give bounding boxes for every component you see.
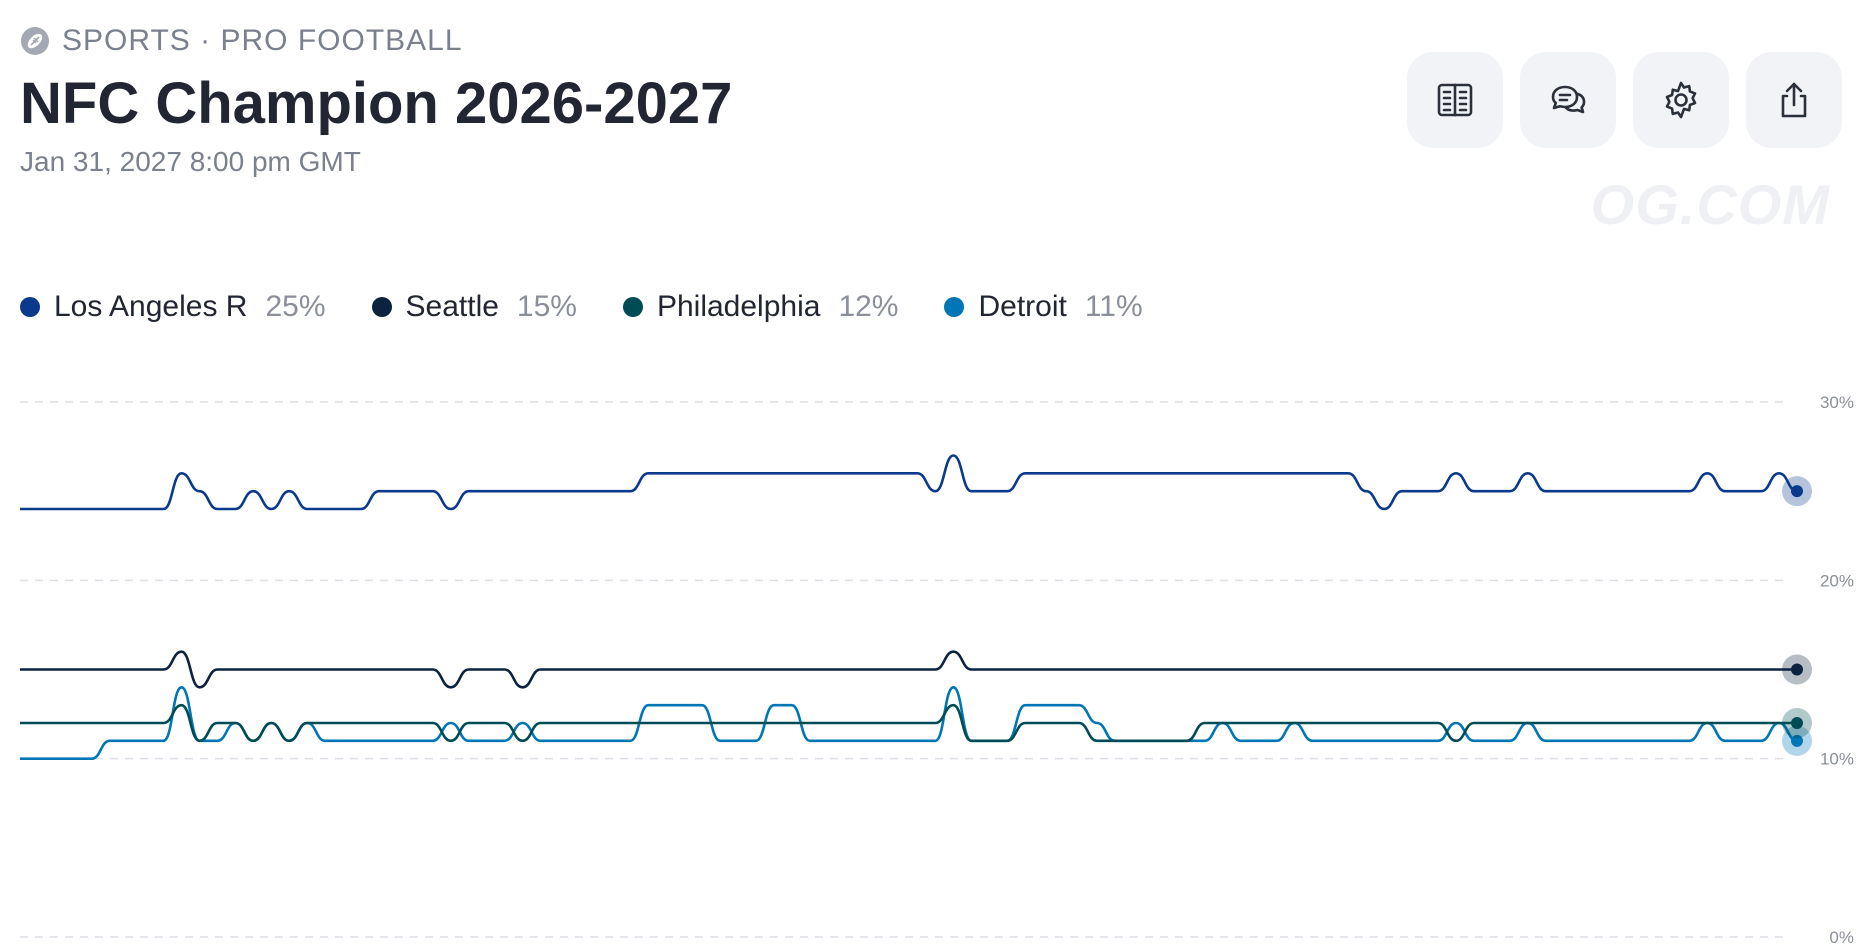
legend-item[interactable]: Philadelphia 12%: [622, 290, 899, 324]
legend-dot: [944, 297, 965, 317]
football-icon: [21, 27, 49, 55]
share-button[interactable]: [1746, 52, 1842, 148]
endpoint-dot: [1791, 717, 1803, 729]
legend-value: 11%: [1084, 290, 1143, 323]
gear-icon: [1665, 81, 1697, 119]
series-line[interactable]: [19, 454, 1798, 511]
legend-item[interactable]: Detroit 11%: [944, 290, 1143, 324]
page-title: NFC Champion 2026-2027: [20, 71, 733, 136]
event-date: Jan 31, 2027 8:00 pm GMT: [20, 146, 361, 177]
y-tick-label: 30%: [1820, 393, 1854, 412]
legend-item[interactable]: Seattle 15%: [371, 290, 577, 324]
brand-watermark: OG.COM: [1590, 173, 1830, 236]
rules-button[interactable]: [1407, 52, 1503, 148]
legend-name: Detroit: [978, 290, 1067, 323]
category-breadcrumb[interactable]: SPORTS · PRO FOOTBALL: [20, 24, 463, 58]
legend-name: Seattle: [405, 290, 499, 323]
y-tick-label: 10%: [1820, 750, 1854, 769]
y-tick-label: 20%: [1820, 571, 1854, 590]
legend-value: 15%: [516, 290, 577, 323]
comments-button[interactable]: [1520, 52, 1616, 148]
legend-name: Los Angeles R: [54, 290, 248, 323]
y-tick-label: 0%: [1829, 928, 1854, 947]
series-line[interactable]: [20, 686, 1798, 760]
legend-item[interactable]: Los Angeles R 25%: [20, 290, 326, 324]
legend-dot: [622, 297, 643, 317]
legend-dot: [20, 297, 40, 317]
endpoint-dot: [1791, 663, 1803, 676]
legend-value: 25%: [265, 290, 326, 323]
legend-name: Philadelphia: [656, 290, 821, 323]
chart-legend: Los Angeles R 25% Seattle 15% Philadelphia 12…: [20, 290, 1143, 324]
endpoint-dot: [1791, 734, 1803, 747]
legend-value: 12%: [838, 290, 899, 323]
series-line[interactable]: [20, 703, 1797, 743]
legend-dot: [371, 297, 392, 317]
toolbar: [1407, 52, 1842, 148]
category-label: SPORTS · PRO FOOTBALL: [62, 24, 463, 57]
endpoint-dot: [1791, 485, 1803, 498]
document-icon: [1437, 83, 1473, 117]
settings-button[interactable]: [1633, 52, 1729, 148]
series-line[interactable]: [19, 650, 1797, 689]
chat-bubbles-icon: [1551, 85, 1586, 114]
share-icon: [1781, 82, 1807, 118]
